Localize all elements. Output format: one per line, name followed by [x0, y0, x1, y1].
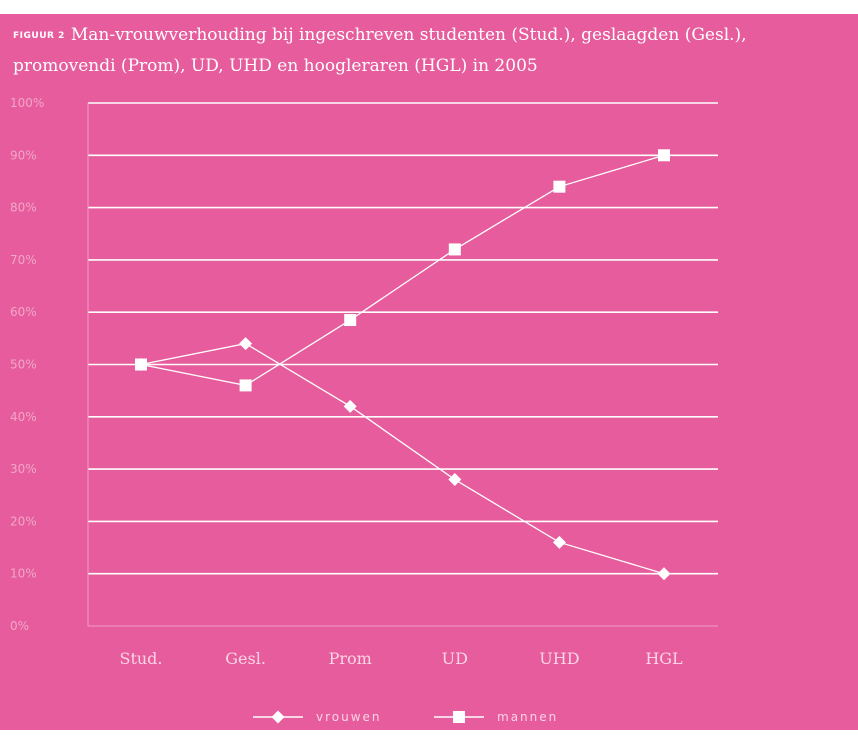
data-point-mannen	[553, 180, 566, 193]
grid-lines	[87, 102, 718, 627]
y-tick-label: 30%	[10, 462, 37, 476]
series-line-mannen	[140, 154, 665, 387]
figure-panel: FIGUUR 2 Man-vrouwverhouding bij ingeschr…	[0, 14, 858, 730]
legend-marker	[453, 711, 465, 723]
legend-label: mannen	[497, 710, 558, 724]
line-chart: 0% 10% 20% 30% 40% 50% 60% 70% 80% 90% 100% Stud. G…	[10, 96, 718, 724]
y-tick-label: 10%	[10, 567, 37, 581]
data-point-vrouwen	[239, 337, 253, 351]
y-axis-ticks: 0% 10% 20% 30% 40% 50% 60% 70% 80% 90% 100%	[10, 96, 44, 633]
y-tick-label: 100%	[10, 96, 44, 110]
data-point-mannen	[344, 314, 357, 327]
x-tick-label: Gesl.	[225, 649, 266, 668]
x-tick-label: UD	[442, 649, 468, 668]
legend-marker	[271, 710, 285, 724]
series-vrouwen	[134, 337, 671, 581]
y-tick-label: 20%	[10, 514, 37, 528]
data-point-vrouwen	[448, 473, 462, 487]
x-tick-label: Prom	[329, 649, 372, 668]
y-tick-label: 70%	[10, 253, 37, 267]
data-point-mannen	[658, 149, 670, 162]
legend-item-vrouwen: vrouwen	[253, 710, 382, 724]
data-point-vrouwen	[657, 567, 671, 581]
series-line-vrouwen	[140, 342, 665, 575]
y-tick-label: 50%	[10, 358, 37, 372]
y-tick-label: 60%	[10, 305, 37, 319]
data-point-vrouwen	[552, 535, 566, 549]
x-tick-label: UHD	[539, 649, 579, 668]
y-tick-label: 40%	[10, 410, 37, 424]
data-point-mannen	[239, 379, 252, 392]
legend-label: vrouwen	[316, 710, 382, 724]
figure-title: Man-vrouwverhouding bij ingeschreven stu…	[13, 25, 747, 76]
y-tick-label: 0%	[10, 619, 29, 633]
series-mannen	[135, 149, 670, 392]
data-point-mannen	[135, 358, 147, 371]
data-point-mannen	[448, 243, 461, 256]
figure-title-block: FIGUUR 2 Man-vrouwverhouding bij ingeschr…	[13, 20, 848, 81]
legend-item-mannen: mannen	[434, 710, 558, 724]
figure-label: FIGUUR 2	[13, 31, 65, 41]
y-tick-label: 80%	[10, 201, 37, 215]
series-lines	[134, 149, 671, 581]
x-axis-labels: Stud. Gesl. Prom UD UHD HGL	[119, 649, 683, 668]
y-tick-label: 90%	[10, 148, 37, 162]
x-tick-label: Stud.	[119, 649, 162, 668]
data-point-vrouwen	[343, 399, 357, 413]
x-tick-label: HGL	[645, 649, 683, 668]
legend: vrouwen mannen	[253, 710, 558, 724]
